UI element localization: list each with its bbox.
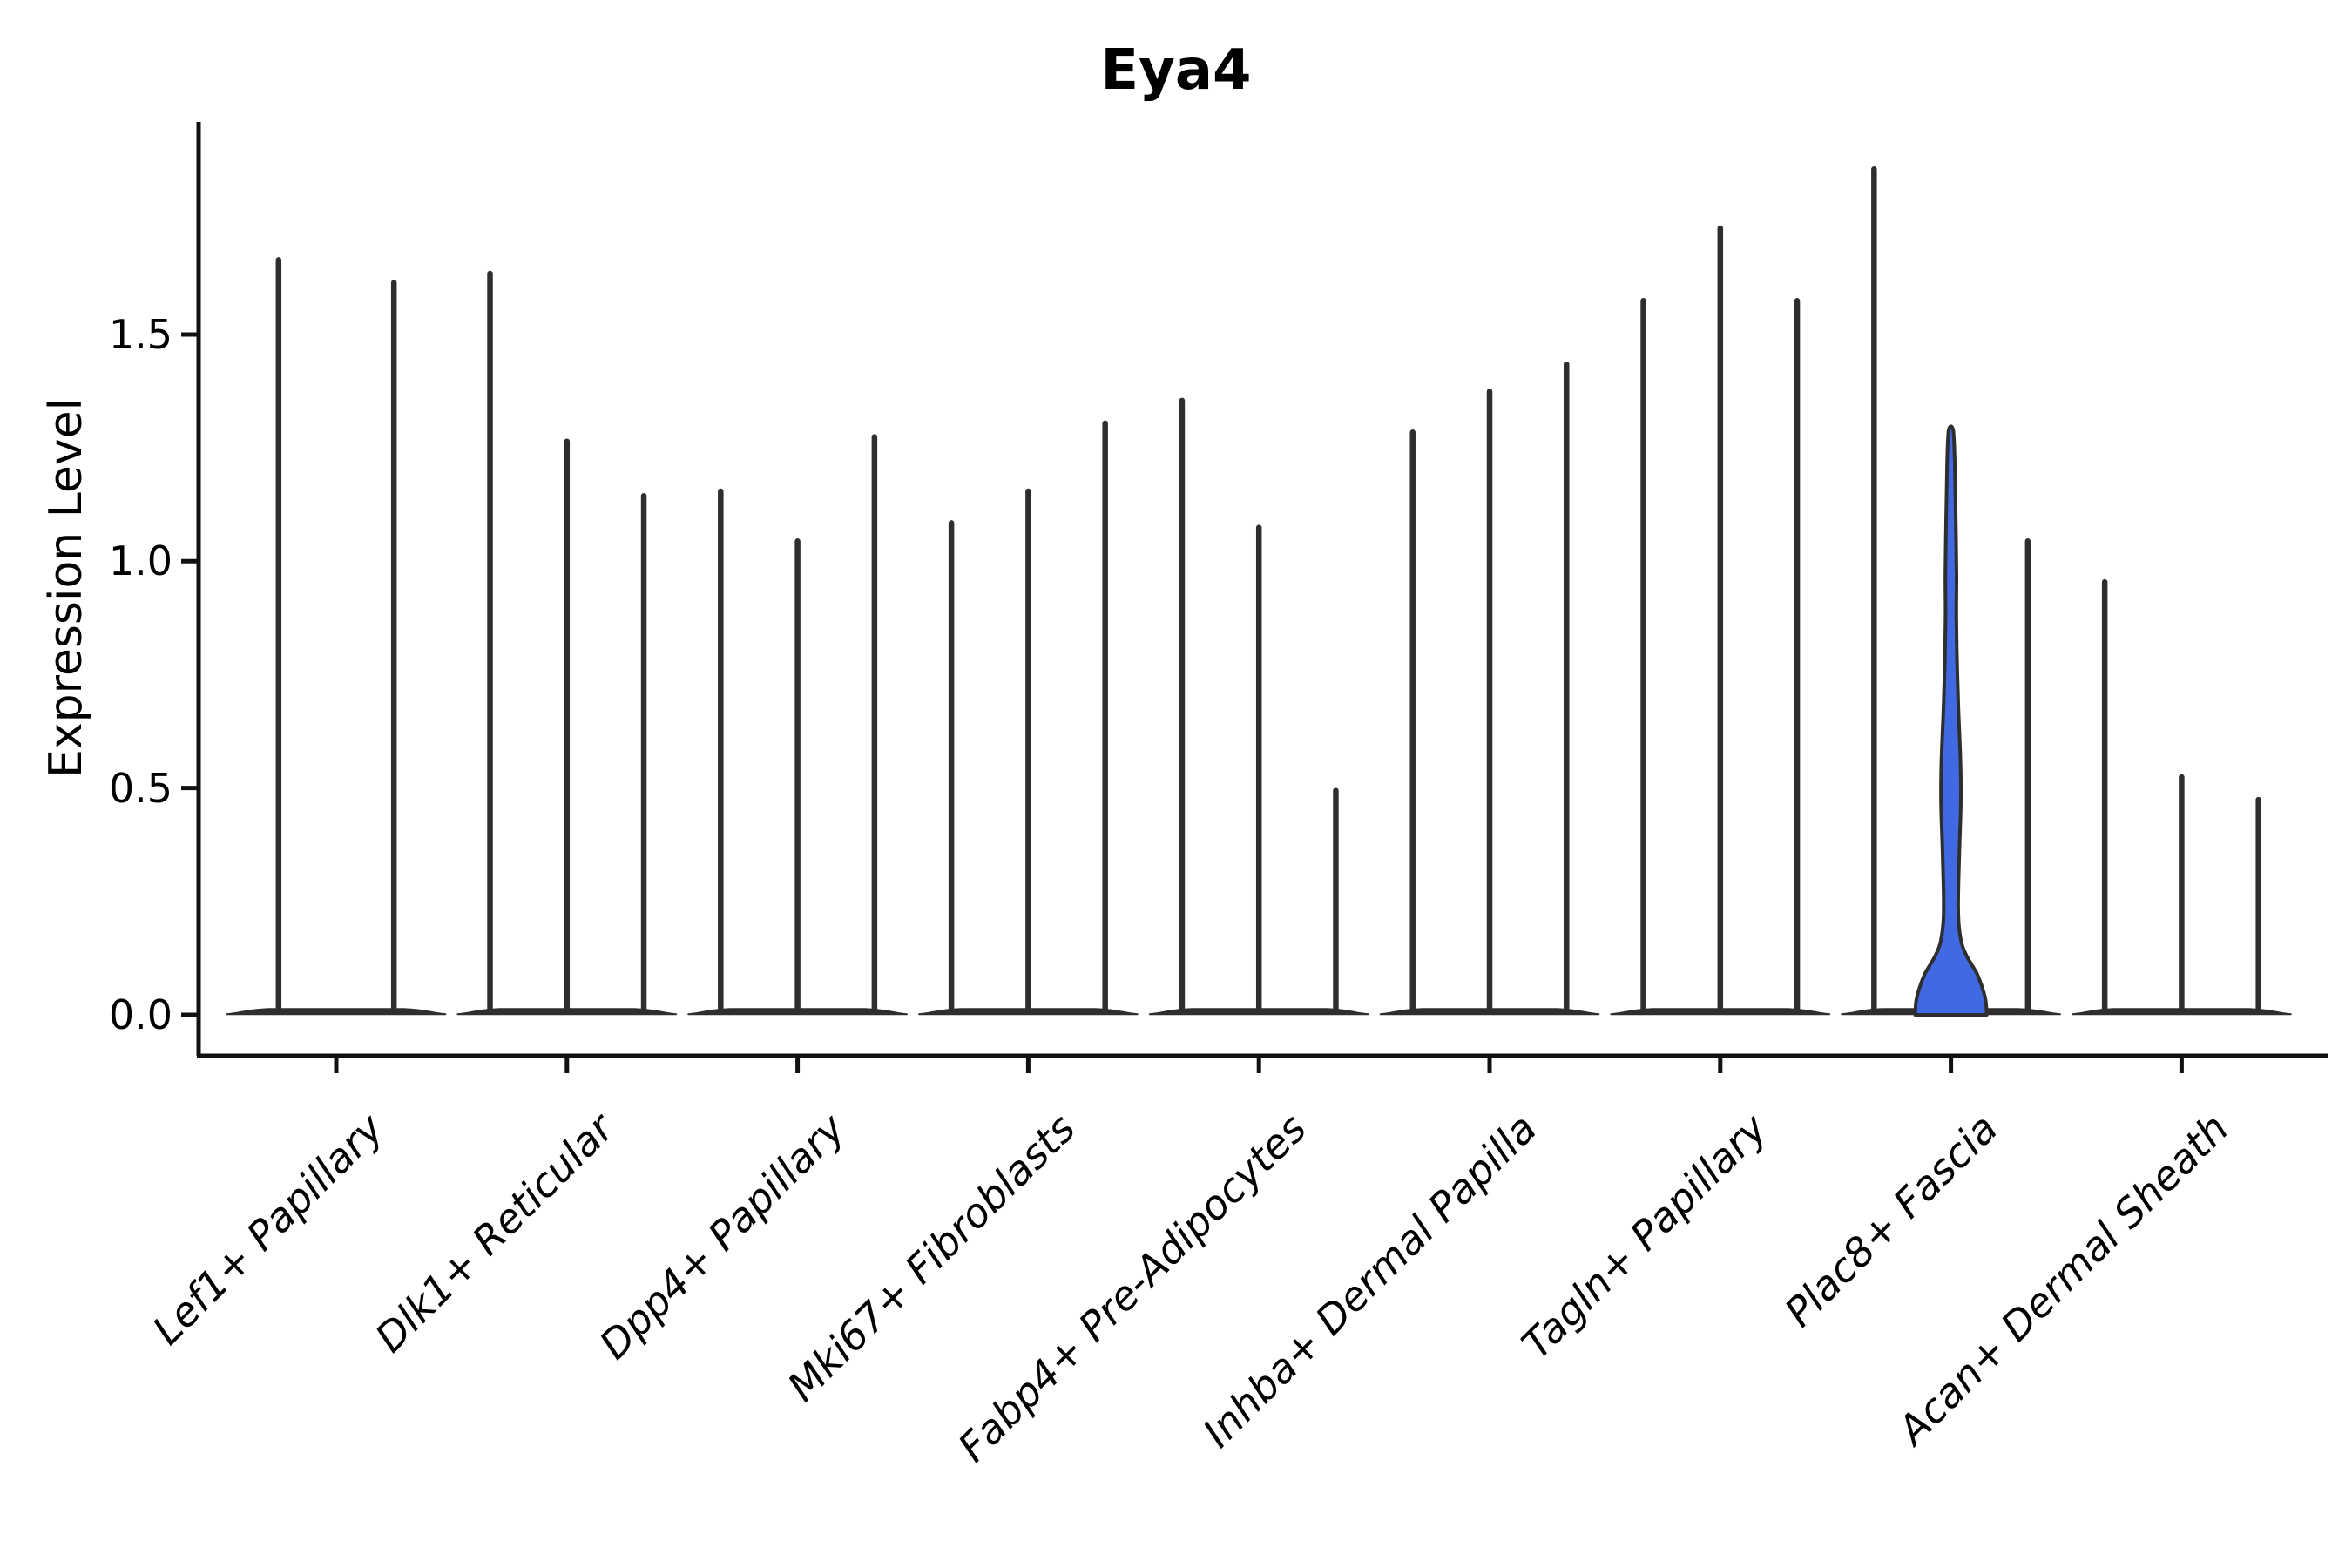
highlight-violin bbox=[1913, 424, 1989, 1017]
y-tick-label: 0.0 bbox=[108, 991, 172, 1038]
y-axis-label: Expression Level bbox=[40, 397, 92, 779]
y-tick-label: 0.5 bbox=[108, 764, 172, 812]
y-tick-label: 1.5 bbox=[108, 310, 172, 358]
violin-base bbox=[226, 1008, 447, 1016]
plot-title: Eya4 bbox=[1100, 38, 1252, 103]
y-tick-label: 1.0 bbox=[108, 537, 172, 585]
